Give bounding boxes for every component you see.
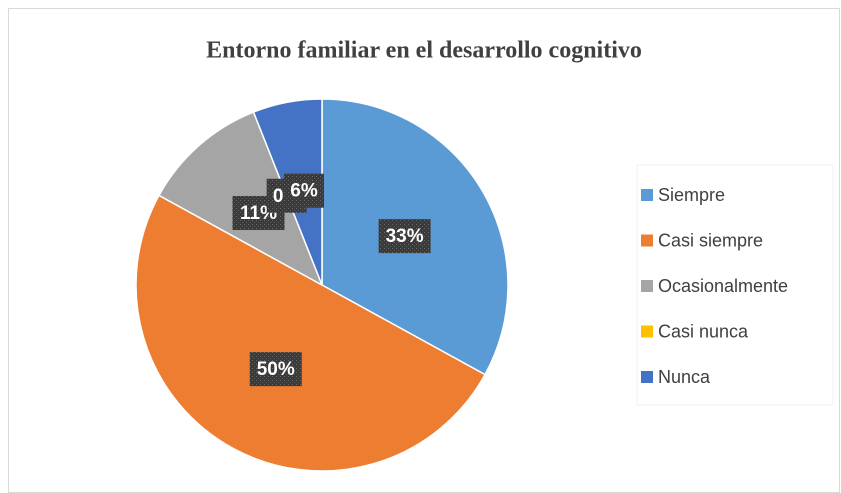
data-label-box xyxy=(249,352,302,387)
chart-title: Entorno familiar en el desarrollo cognit… xyxy=(206,38,642,64)
legend-label: Ocasionalmente xyxy=(658,276,788,296)
legend-swatch xyxy=(641,325,653,338)
legend-label: Casi nunca xyxy=(658,321,749,341)
data-label: 50% xyxy=(257,359,295,380)
data-label: 33% xyxy=(386,226,424,247)
legend-swatch xyxy=(641,371,653,383)
data-label-box xyxy=(378,219,431,254)
legend-label: Nunca xyxy=(658,367,711,387)
legend-swatch xyxy=(641,234,653,247)
legend-swatch xyxy=(641,280,653,292)
legend-swatch xyxy=(641,189,653,201)
data-label: 6% xyxy=(290,181,318,202)
pie-slice xyxy=(135,194,487,472)
legend-label: Siempre xyxy=(658,185,725,205)
legend-label: Casi siempre xyxy=(658,230,763,250)
data-label-box xyxy=(284,173,325,208)
legend-box xyxy=(636,164,834,406)
